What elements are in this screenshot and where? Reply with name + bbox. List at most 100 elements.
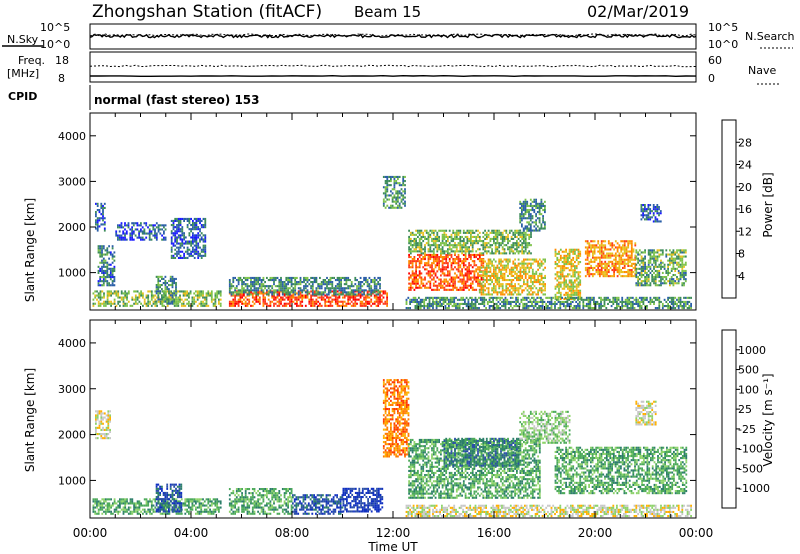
power-cell: [359, 276, 362, 279]
power-cell: [359, 285, 362, 288]
power-cell: [667, 253, 669, 256]
power-cell: [311, 285, 314, 288]
power-cell: [461, 260, 463, 263]
power-cell: [480, 270, 483, 273]
power-cell: [595, 271, 598, 274]
power-cell: [679, 263, 682, 266]
power-cell: [653, 280, 655, 283]
power-cell: [138, 232, 140, 235]
power-cell: [289, 300, 291, 303]
power-cell: [409, 248, 412, 251]
power-cell: [368, 283, 371, 286]
power-cell: [461, 282, 463, 285]
power-cell: [349, 285, 351, 288]
power-cell: [565, 248, 567, 251]
power-cell: [429, 244, 432, 247]
power-cell: [390, 178, 392, 181]
power-cell: [207, 304, 210, 307]
power-cell: [313, 300, 316, 303]
power-cell: [192, 248, 194, 251]
power-cell: [375, 283, 378, 286]
power-cell: [434, 240, 437, 243]
power-cell: [524, 298, 526, 301]
power-cell: [538, 307, 540, 310]
power-cell: [454, 266, 456, 269]
power-cell: [681, 267, 684, 270]
power-cell: [558, 252, 560, 255]
power-cell: [521, 213, 523, 216]
power-cell: [122, 302, 125, 305]
power-cell: [658, 265, 661, 268]
power-cell: [424, 235, 426, 238]
power-cell: [409, 307, 411, 310]
power-cell: [651, 249, 654, 252]
power-cell: [502, 300, 505, 303]
power-cell: [179, 234, 182, 237]
power-cell: [515, 302, 517, 305]
power-cell: [537, 293, 539, 296]
power-cell: [218, 300, 220, 303]
power-cell: [501, 289, 504, 292]
power-cell: [570, 289, 573, 292]
power-cell: [356, 279, 358, 282]
power-cell: [494, 250, 497, 253]
power-cell: [563, 297, 566, 300]
power-cell: [162, 296, 165, 299]
power-cell: [432, 288, 435, 291]
power-cell: [510, 266, 513, 269]
power-cell: [110, 292, 112, 295]
power-cell: [616, 266, 619, 269]
power-cell: [512, 262, 515, 265]
power-cell: [449, 296, 452, 299]
power-cell: [614, 240, 617, 243]
power-cell: [253, 302, 256, 305]
power-cell: [287, 281, 289, 284]
nsky-trace: [89, 33, 697, 39]
power-cell: [278, 285, 281, 288]
power-cell: [471, 270, 474, 273]
power-cell: [487, 246, 490, 249]
power-cell: [99, 245, 102, 248]
power-cell: [526, 279, 529, 282]
power-cell: [426, 307, 429, 310]
power-cell: [443, 231, 446, 234]
power-cell: [471, 307, 473, 310]
power-cell: [538, 258, 541, 261]
power-cell: [271, 285, 274, 288]
power-cell: [524, 209, 527, 212]
power-cell: [477, 253, 479, 256]
power-cell: [195, 240, 198, 243]
power-cell: [250, 293, 252, 296]
power-cell: [629, 242, 631, 245]
power-cell: [567, 293, 569, 296]
power-cell: [450, 284, 453, 287]
power-cell: [434, 266, 437, 269]
power-cell: [458, 302, 461, 305]
power-cell: [552, 296, 555, 299]
power-cell: [331, 281, 334, 284]
power-cell: [131, 234, 133, 237]
power-cell: [475, 268, 478, 271]
power-cell: [656, 271, 659, 274]
power-cell: [570, 265, 573, 268]
power-cell: [315, 298, 318, 301]
power-cell: [489, 268, 492, 271]
power-cell: [343, 279, 346, 282]
power-cell: [649, 255, 652, 258]
power-cell: [413, 260, 416, 263]
power-cell: [285, 283, 288, 286]
power-cell: [413, 244, 416, 247]
power-cell: [556, 263, 559, 266]
power-cell: [525, 296, 528, 299]
power-cell: [310, 276, 312, 279]
power-cell: [500, 283, 502, 286]
power-cell: [447, 272, 449, 275]
power-cell: [143, 228, 146, 231]
power-cell: [597, 266, 600, 269]
power-cell: [169, 277, 172, 280]
power-cell: [575, 279, 578, 282]
power-cell: [526, 285, 529, 288]
power-cell: [420, 282, 423, 285]
power-cell: [331, 298, 334, 301]
power-cell: [470, 242, 472, 245]
